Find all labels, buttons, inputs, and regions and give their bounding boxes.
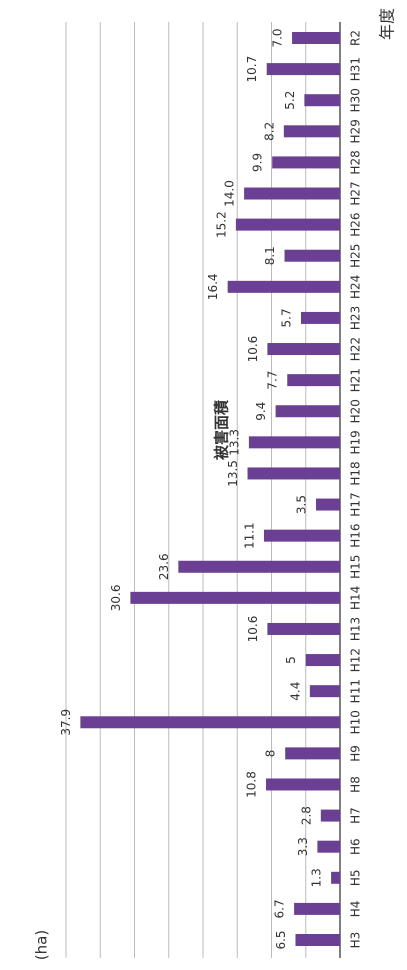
bar <box>283 125 340 138</box>
y-axis-label: (ha) <box>33 930 51 960</box>
x-tick-label: H21 <box>349 368 363 392</box>
x-tick-label: H28 <box>349 150 363 174</box>
value-label: 6.5 <box>274 930 288 949</box>
x-tick-label: H31 <box>349 57 363 81</box>
bar <box>304 94 340 107</box>
value-label: 37.9 <box>59 709 73 736</box>
x-tick-label: H10 <box>349 710 363 734</box>
bar <box>130 591 340 604</box>
x-tick-label: H19 <box>349 430 363 454</box>
x-tick-label: H24 <box>349 275 363 299</box>
x-tick-label: H11 <box>349 679 363 703</box>
bar <box>294 902 340 915</box>
value-label: 1.3 <box>310 868 324 887</box>
x-tick-label: H25 <box>349 244 363 268</box>
x-tick-label: H26 <box>349 212 363 236</box>
bar <box>266 63 340 76</box>
value-label: 7.0 <box>271 28 285 47</box>
bar <box>263 529 340 542</box>
bar <box>244 187 340 200</box>
value-label: 9.4 <box>254 402 268 421</box>
bar <box>309 685 340 698</box>
bar <box>272 156 340 169</box>
value-label: 5 <box>284 656 298 664</box>
value-label: 3.3 <box>296 837 310 856</box>
bar <box>305 654 340 667</box>
x-tick-label: H27 <box>349 181 363 205</box>
value-label: 16.4 <box>206 273 220 300</box>
bar <box>295 934 340 946</box>
bar <box>178 560 340 573</box>
value-label: 5.2 <box>283 91 297 110</box>
bar <box>300 311 340 324</box>
value-label: 9.9 <box>251 153 265 172</box>
value-label: 8 <box>264 750 278 758</box>
x-tick-label: H29 <box>349 119 363 143</box>
bar <box>316 498 340 511</box>
value-label: 4.4 <box>288 682 302 701</box>
bar <box>227 280 340 293</box>
value-label: 13.3 <box>227 429 241 456</box>
value-label: 2.8 <box>299 806 313 825</box>
x-tick-label: H30 <box>349 88 363 112</box>
x-tick-label: H17 <box>349 492 363 516</box>
bar <box>266 778 340 791</box>
bar <box>248 436 340 449</box>
x-tick-label: H7 <box>349 807 363 824</box>
value-label: 6.7 <box>273 899 287 918</box>
bar <box>275 405 340 418</box>
bar <box>320 809 340 822</box>
x-tick-label: H12 <box>349 648 363 672</box>
bar <box>235 218 340 231</box>
x-tick-label: H23 <box>349 306 363 330</box>
bar <box>267 343 340 356</box>
chart-title: 被害面積 <box>213 399 231 460</box>
value-label: 7.7 <box>266 371 280 390</box>
bar <box>284 249 340 262</box>
x-tick-label: H6 <box>349 838 363 855</box>
value-label: 10.8 <box>245 771 259 798</box>
value-label: 5.7 <box>279 308 293 327</box>
x-tick-label: H14 <box>349 586 363 610</box>
bar <box>80 716 340 729</box>
x-tick-label: H9 <box>349 745 363 762</box>
value-label: 23.6 <box>157 553 171 580</box>
value-label: 15.2 <box>214 211 228 238</box>
value-label: 8.2 <box>262 122 276 141</box>
value-label: 3.5 <box>295 495 309 514</box>
value-label: 10.7 <box>245 56 259 83</box>
value-label: 13.5 <box>226 460 240 487</box>
value-label: 14.0 <box>223 180 237 207</box>
x-tick-label: H4 <box>349 901 363 918</box>
value-label: 11.1 <box>242 522 256 549</box>
x-tick-label: H3 <box>349 932 363 949</box>
x-tick-label: H13 <box>349 617 363 641</box>
bar <box>247 467 340 480</box>
x-tick-label: H16 <box>349 524 363 548</box>
x-tick-label: H20 <box>349 399 363 423</box>
value-label: 30.6 <box>109 585 123 612</box>
x-tick-label: H15 <box>349 555 363 579</box>
x-axis-label: 年度 <box>378 8 397 40</box>
bar <box>287 374 340 387</box>
value-label: 10.6 <box>246 336 260 363</box>
x-tick-label: H8 <box>349 776 363 793</box>
value-label: 10.6 <box>246 616 260 643</box>
bar <box>292 32 340 44</box>
x-tick-label: H5 <box>349 869 363 886</box>
x-tick-label: R2 <box>349 30 363 46</box>
bar <box>267 622 340 635</box>
x-tick-label: H22 <box>349 337 363 361</box>
value-label: 8.1 <box>263 246 277 265</box>
bar <box>317 840 340 853</box>
bar <box>331 871 340 884</box>
bar <box>285 747 340 760</box>
x-tick-label: H18 <box>349 461 363 485</box>
